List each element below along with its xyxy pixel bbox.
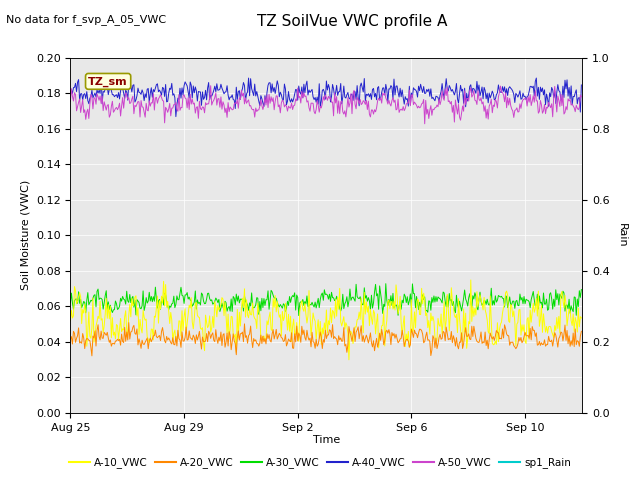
Y-axis label: Rain: Rain	[616, 223, 627, 248]
Text: TZ_sm: TZ_sm	[88, 76, 128, 86]
X-axis label: Time: Time	[313, 435, 340, 445]
Text: TZ SoilVue VWC profile A: TZ SoilVue VWC profile A	[257, 14, 447, 29]
Legend: A-10_VWC, A-20_VWC, A-30_VWC, A-40_VWC, A-50_VWC, sp1_Rain: A-10_VWC, A-20_VWC, A-30_VWC, A-40_VWC, …	[65, 453, 575, 472]
Text: No data for f_svp_A_05_VWC: No data for f_svp_A_05_VWC	[6, 14, 166, 25]
Y-axis label: Soil Moisture (VWC): Soil Moisture (VWC)	[20, 180, 30, 290]
